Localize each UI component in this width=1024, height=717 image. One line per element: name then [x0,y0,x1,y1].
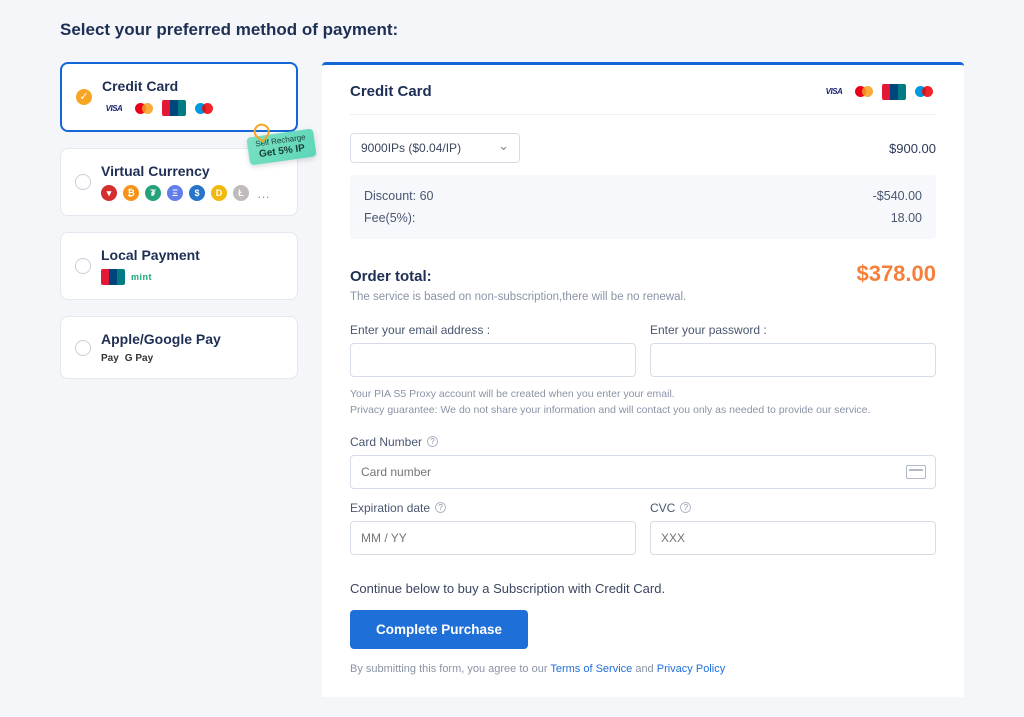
terms-and: and [632,663,656,675]
crypto-coin-icon: ₮ [145,185,161,201]
radio-icon [75,174,91,190]
mastercard-icon [132,100,156,116]
terms-prefix: By submitting this form, you agree to ou… [350,663,550,675]
visa-icon: VISA [822,84,846,100]
method-credit-card-label: Credit Card [102,78,282,94]
credit-card-icons: VISA [102,100,282,116]
unionpay-icon [162,100,186,116]
plan-select[interactable]: 9000IPs ($0.04/IP) [350,133,520,163]
payment-methods-list: Credit Card VISA Virtual Currency ▾ ₿ ₮ Ξ $ D… [60,62,298,395]
wallet-icons: Pay G Pay [101,353,283,364]
panel-title: Credit Card [350,83,432,100]
help-icon[interactable]: ? [435,502,446,513]
privacy-link[interactable]: Privacy Policy [657,663,725,675]
privacy-line1: Your PIA S5 Proxy account will be create… [350,387,936,403]
google-pay-icon: G Pay [125,353,153,364]
crypto-coin-icon: Ξ [167,185,183,201]
terms-line: By submitting this form, you agree to ou… [350,663,936,675]
crypto-coin-icon: D [211,185,227,201]
method-virtual-currency[interactable]: Virtual Currency ▾₿₮Ξ$DŁ… Self Recharge … [60,148,298,216]
method-local-payment[interactable]: Local Payment mint [60,232,298,300]
cvc-field[interactable] [650,521,936,555]
fee-block: Discount: 60 -$540.00 Fee(5%): 18.00 [350,175,936,239]
privacy-line2: Privacy guarantee: We do not share your … [350,403,936,419]
radio-selected-icon [76,89,92,105]
method-apple-google-label: Apple/Google Pay [101,331,283,347]
card-icon [906,465,926,479]
radio-icon [75,340,91,356]
crypto-coin-icon: $ [189,185,205,201]
crypto-coin-icon: ₿ [123,185,139,201]
apple-pay-icon: Pay [101,353,119,364]
help-icon[interactable]: ? [427,436,438,447]
mint-icon: mint [131,272,152,282]
password-field[interactable] [650,343,936,377]
plan-price: $900.00 [889,141,936,156]
page-title: Select your preferred method of payment: [60,20,964,40]
fee-value: 18.00 [891,211,922,225]
radio-icon [75,258,91,274]
order-total-label: Order total: [350,268,432,285]
card-number-label: Card Number [350,435,422,449]
cvc-label: CVC [650,501,675,515]
crypto-icons: ▾ ₿ ₮ Ξ $ DŁ … [101,185,283,201]
terms-link[interactable]: Terms of Service [550,663,632,675]
complete-purchase-button[interactable]: Complete Purchase [350,610,528,649]
crypto-coin-icon: Ł [233,185,249,201]
method-apple-google-pay[interactable]: Apple/Google Pay Pay G Pay [60,316,298,379]
email-label: Enter your email address : [350,323,636,337]
unionpay-icon [101,269,125,285]
unionpay-icon [882,84,906,100]
panel-card-icons: VISA [822,84,936,100]
promo-badge: Self Recharge Get 5% IP [247,128,317,165]
expiration-field[interactable] [350,521,636,555]
discount-value: -$540.00 [873,189,922,203]
password-label: Enter your password : [650,323,936,337]
maestro-icon [192,100,216,116]
method-credit-card[interactable]: Credit Card VISA [60,62,298,132]
local-payment-icons: mint [101,269,283,285]
method-virtual-currency-label: Virtual Currency [101,163,283,179]
crypto-coin-icon: ▾ [101,185,117,201]
checkout-panel: Credit Card VISA 9000IPs ($0.04/IP) $900… [322,62,964,697]
discount-label: Discount: 60 [364,189,433,203]
method-local-payment-label: Local Payment [101,247,283,263]
continue-text: Continue below to buy a Subscription wit… [350,581,936,596]
visa-icon: VISA [102,100,126,116]
fee-label: Fee(5%): [364,211,415,225]
order-total-amount: $378.00 [856,261,936,287]
maestro-icon [912,84,936,100]
email-field[interactable] [350,343,636,377]
mastercard-icon [852,84,876,100]
expiration-label: Expiration date [350,501,430,515]
card-number-field[interactable] [350,455,936,489]
more-icon: … [257,186,270,201]
privacy-note: Your PIA S5 Proxy account will be create… [350,387,936,419]
help-icon[interactable]: ? [680,502,691,513]
order-total-note: The service is based on non-subscription… [350,291,936,303]
